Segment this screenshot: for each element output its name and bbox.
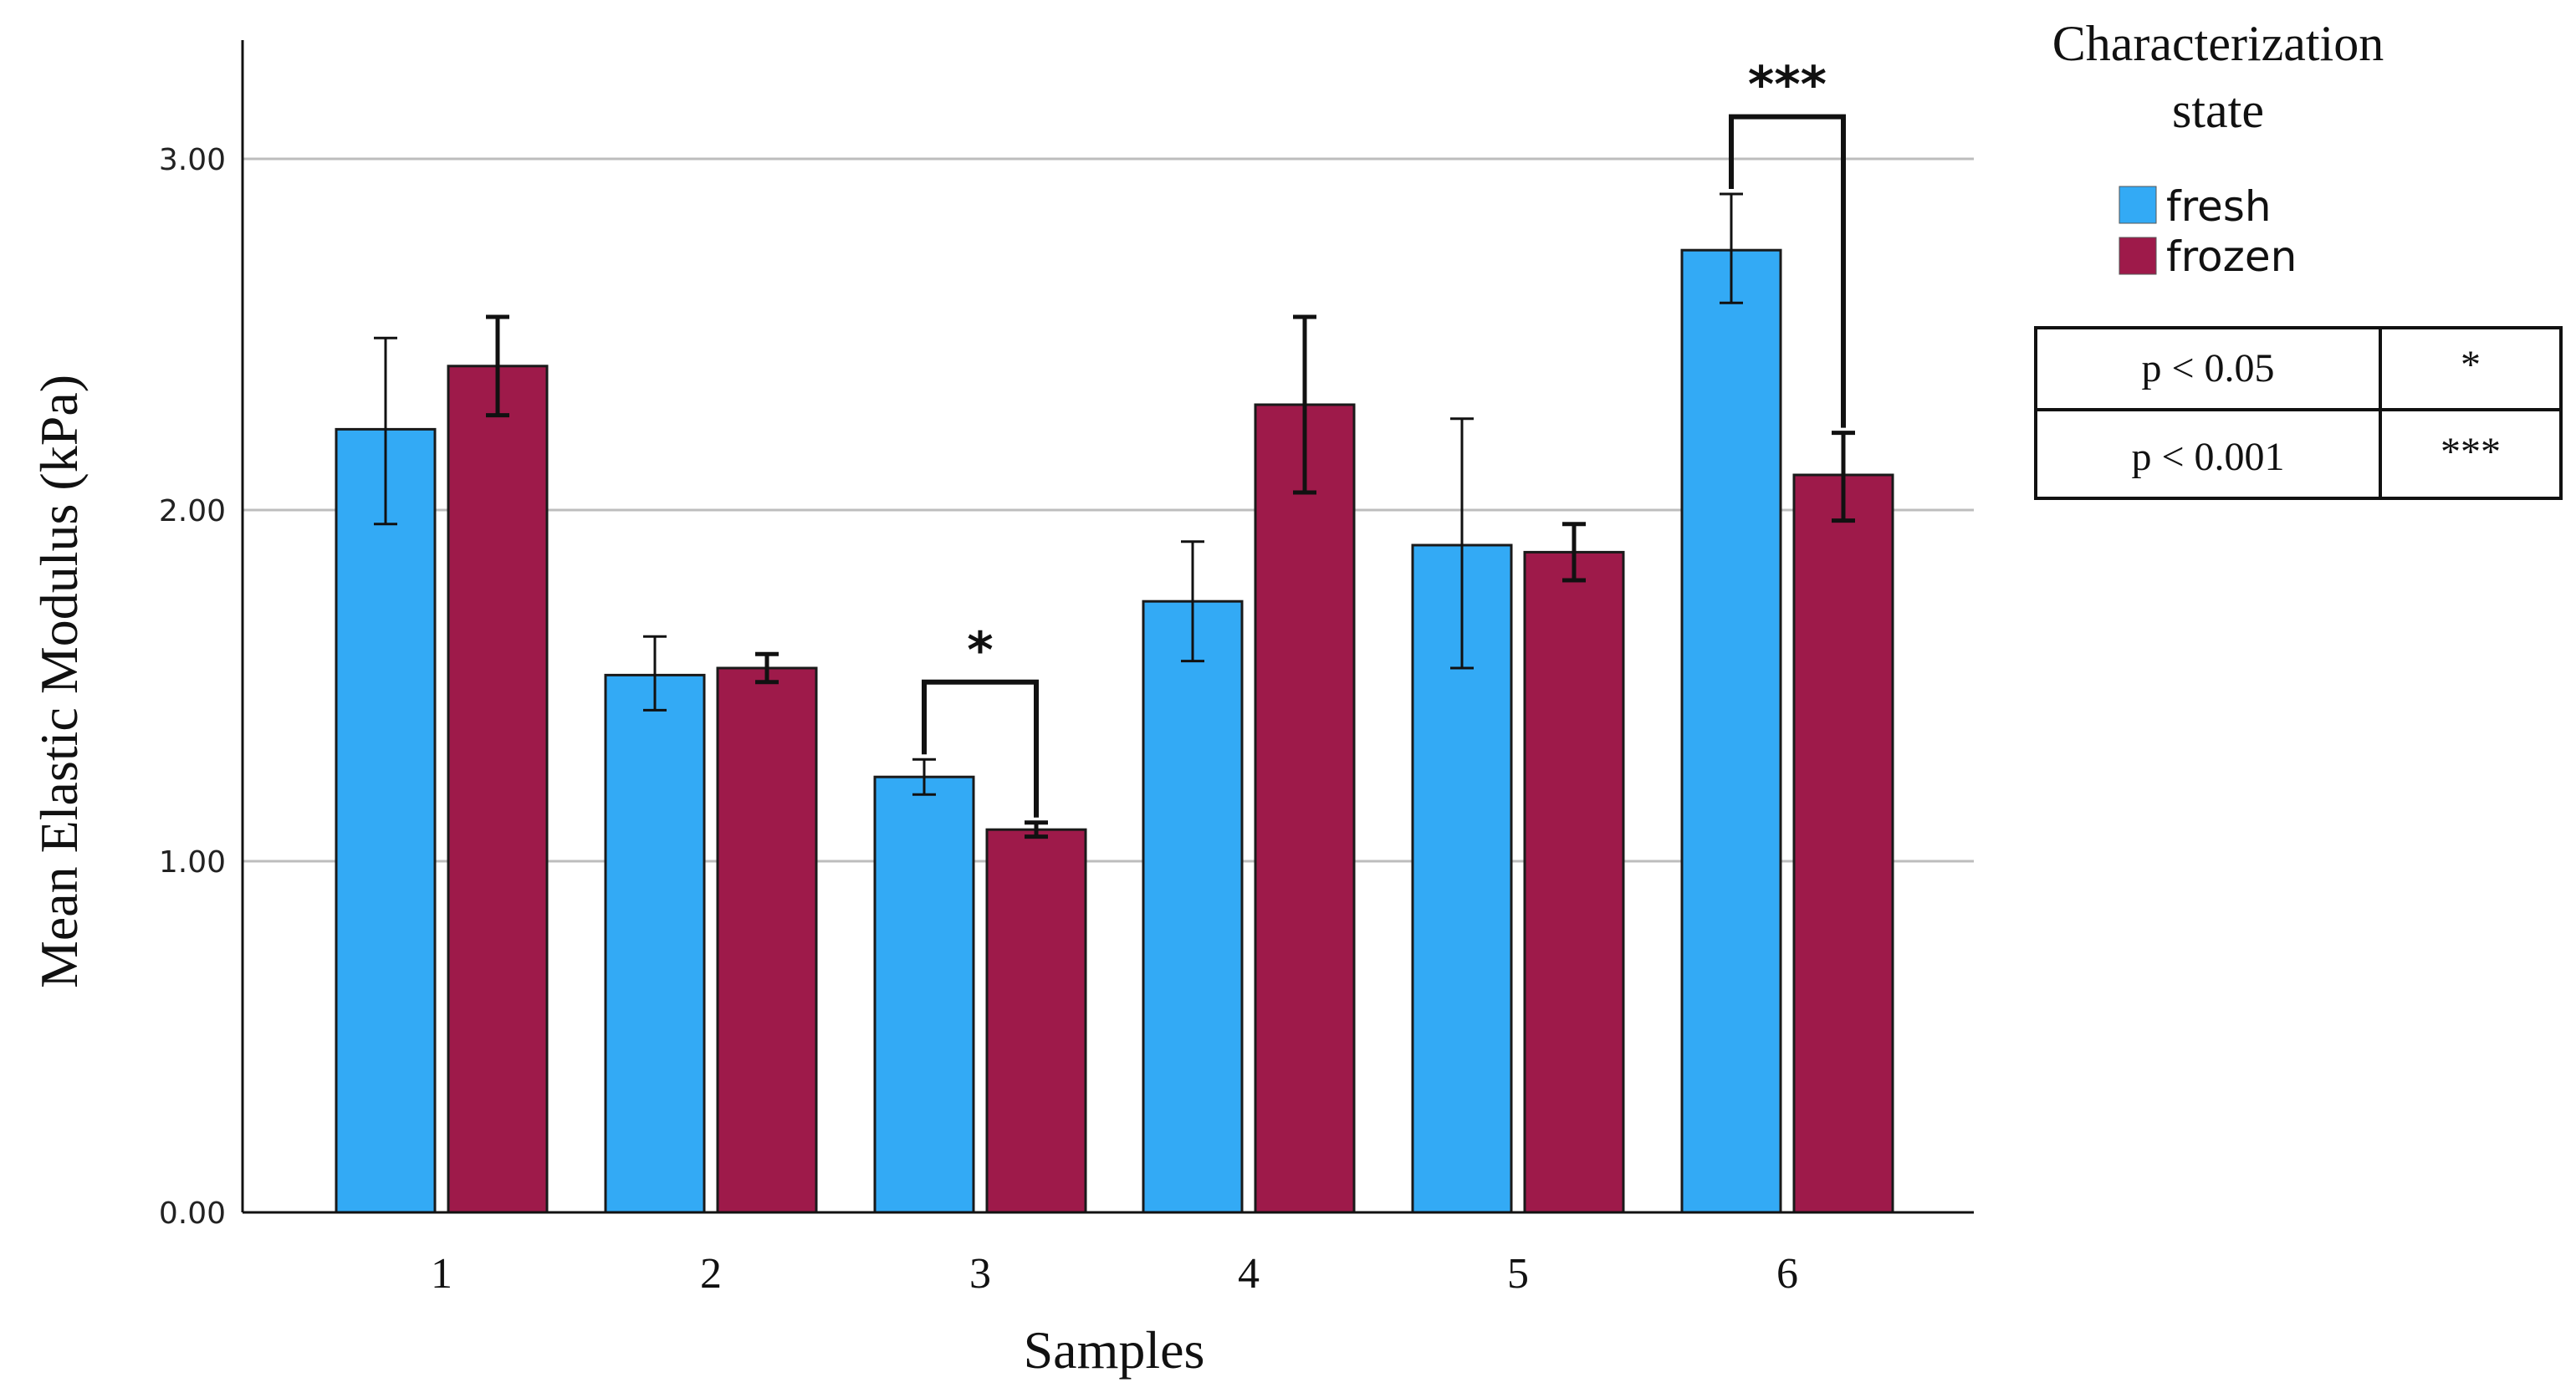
significance-label-3: * bbox=[967, 621, 993, 680]
x-tick-label-5: 5 bbox=[1507, 1250, 1529, 1298]
bar-fresh-3 bbox=[873, 775, 975, 1214]
y-tick-label-0.00: 0.00 bbox=[159, 1196, 226, 1231]
sig-table-condition-2: p < 0.001 bbox=[2131, 435, 2284, 479]
bars bbox=[335, 248, 1894, 1214]
bar-fresh-4 bbox=[1142, 600, 1244, 1214]
sig-table-border bbox=[2034, 326, 2563, 500]
x-tick-label-3: 3 bbox=[969, 1250, 991, 1298]
bar-frozen-4 bbox=[1254, 403, 1356, 1214]
legend-title-line-2: state bbox=[2172, 83, 2264, 138]
bar-frozen-6 bbox=[1792, 473, 1894, 1214]
significance-label-6: *** bbox=[1748, 56, 1827, 115]
legend-title-line-1: Characterization bbox=[2052, 16, 2384, 71]
x-tick-label-1: 1 bbox=[431, 1250, 452, 1298]
bar-frozen-3 bbox=[985, 828, 1087, 1214]
bar-frozen-5 bbox=[1523, 550, 1625, 1214]
significance-brackets: **** bbox=[922, 56, 1846, 818]
sig-table-symbol-1: * bbox=[2461, 343, 2481, 387]
bar-fresh-6 bbox=[1680, 248, 1782, 1214]
x-tick-label-6: 6 bbox=[1776, 1250, 1798, 1298]
axes: 0.00 1.00 2.00 3.00 1 2 3 4 5 6 bbox=[159, 40, 1974, 1298]
legend: Characterization state fresh frozen bbox=[2052, 16, 2384, 281]
bar-fresh-2 bbox=[604, 673, 706, 1214]
y-axis-title: Mean Elastic Modulus (kPa) bbox=[29, 375, 89, 988]
sig-table-symbol-2: *** bbox=[2441, 430, 2501, 474]
x-tick-label-2: 2 bbox=[700, 1250, 722, 1298]
bar-frozen-2 bbox=[716, 666, 818, 1214]
bar-frozen-1 bbox=[447, 365, 549, 1214]
legend-label-frozen: frozen bbox=[2166, 232, 2297, 281]
legend-swatch-frozen bbox=[2119, 237, 2157, 275]
sig-table-condition-1: p < 0.05 bbox=[2141, 346, 2274, 390]
bar-fresh-1 bbox=[335, 427, 437, 1214]
y-tick-label-3.00: 3.00 bbox=[159, 143, 226, 177]
x-tick-label-4: 4 bbox=[1238, 1250, 1260, 1298]
significance-bracket-6 bbox=[1729, 114, 1846, 428]
x-axis-title: Samples bbox=[1024, 1320, 1205, 1380]
significance-bracket-3 bbox=[922, 679, 1039, 818]
y-tick-label-2.00: 2.00 bbox=[159, 494, 226, 528]
legend-label-fresh: fresh bbox=[2166, 182, 2272, 231]
y-tick-label-1.00: 1.00 bbox=[159, 845, 226, 880]
significance-table: p < 0.05 * p < 0.001 *** bbox=[2034, 326, 2563, 500]
legend-swatch-fresh bbox=[2119, 186, 2157, 224]
error-bars bbox=[374, 192, 1855, 839]
